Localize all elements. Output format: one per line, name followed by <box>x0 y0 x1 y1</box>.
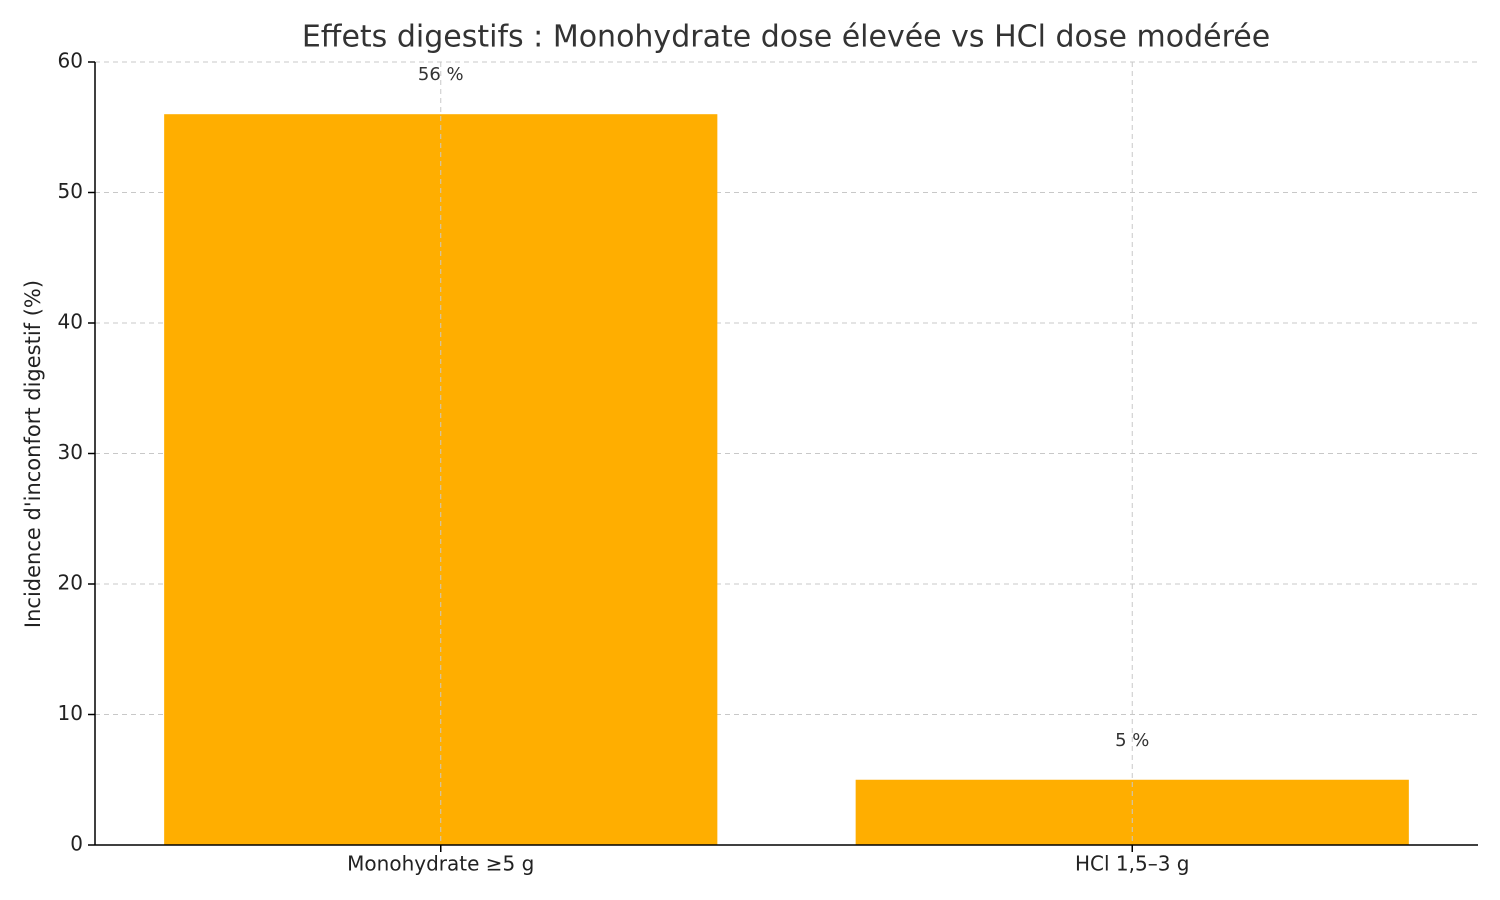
x-tick-label: HCl 1,5–3 g <box>1075 852 1190 876</box>
y-tick-label: 60 <box>58 49 83 73</box>
y-tick-label: 20 <box>58 571 83 595</box>
y-tick-label: 40 <box>58 310 83 334</box>
y-tick-label: 50 <box>58 179 83 203</box>
x-tick-label: Monohydrate ≥5 g <box>347 852 534 876</box>
value-label: 56 % <box>418 64 464 85</box>
value-label: 5 % <box>1115 730 1149 751</box>
y-tick-label: 0 <box>70 832 83 856</box>
y-axis-label: Incidence d'inconfort digestif (%) <box>21 280 45 628</box>
y-tick-label: 30 <box>58 440 83 464</box>
chart-title: Effets digestifs : Monohydrate dose élev… <box>302 20 1270 55</box>
y-tick-label: 10 <box>58 701 83 725</box>
